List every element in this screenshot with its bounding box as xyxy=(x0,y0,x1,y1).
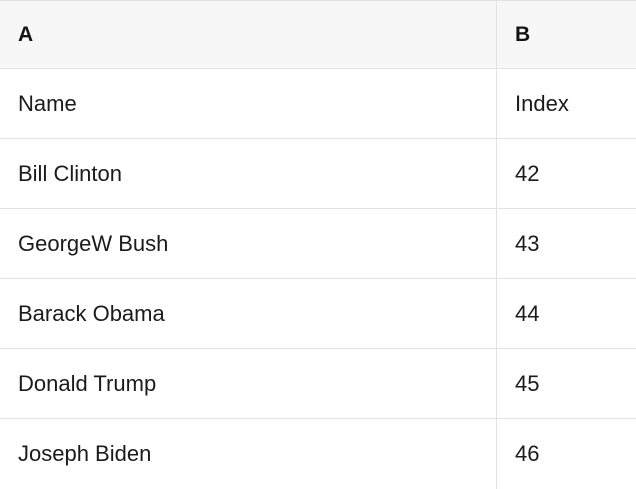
table-cell-a[interactable]: Name xyxy=(0,69,497,138)
table-cell-a[interactable]: Joseph Biden xyxy=(0,419,497,489)
table-cell-b[interactable]: 44 xyxy=(515,300,540,326)
table-cell-b[interactable]: 45 xyxy=(515,370,540,396)
table-cell-b[interactable]: 43 xyxy=(515,230,540,256)
table-cell-a[interactable]: Bill Clinton xyxy=(0,139,497,208)
table-row: GeorgeW Bush 43 xyxy=(0,209,636,279)
table-cell-b[interactable]: 46 xyxy=(515,441,540,466)
table-row: Bill Clinton 42 xyxy=(0,139,636,209)
table-row: Joseph Biden 46 xyxy=(0,419,636,489)
table-row: Name Index xyxy=(0,69,636,139)
table-cell-a[interactable]: Barack Obama xyxy=(0,279,497,348)
column-header-row: A B xyxy=(0,0,636,69)
table-cell-b[interactable]: 42 xyxy=(515,160,540,186)
column-header-b[interactable]: B xyxy=(515,22,531,46)
table-row: Barack Obama 44 xyxy=(0,279,636,349)
table-cell-b[interactable]: Index xyxy=(515,90,569,116)
table-row: Donald Trump 45 xyxy=(0,349,636,419)
table-cell-a[interactable]: Donald Trump xyxy=(0,349,497,418)
column-header-a[interactable]: A xyxy=(0,1,497,68)
table-cell-a[interactable]: GeorgeW Bush xyxy=(0,209,497,278)
